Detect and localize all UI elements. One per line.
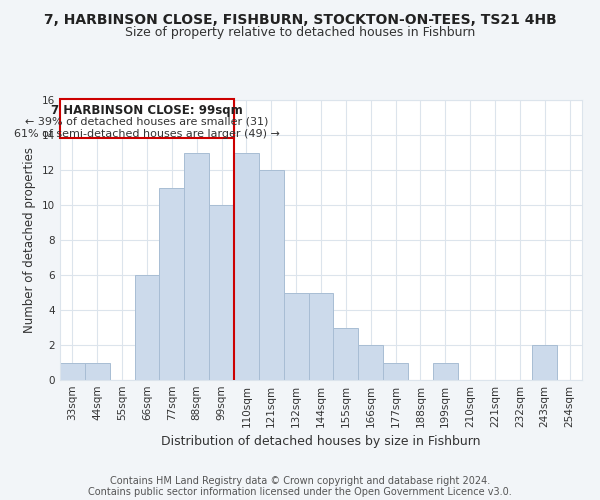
Bar [184,152,209,380]
Bar [60,362,85,380]
Bar [85,362,110,380]
X-axis label: Distribution of detached houses by size in Fishburn: Distribution of detached houses by size … [161,436,481,448]
Bar [134,275,160,380]
Text: 7, HARBINSON CLOSE, FISHBURN, STOCKTON-ON-TEES, TS21 4HB: 7, HARBINSON CLOSE, FISHBURN, STOCKTON-O… [44,12,556,26]
Bar [234,152,259,380]
Text: ← 39% of detached houses are smaller (31): ← 39% of detached houses are smaller (31… [25,116,269,126]
Bar [284,292,308,380]
Text: 61% of semi-detached houses are larger (49) →: 61% of semi-detached houses are larger (… [14,129,280,139]
Bar [160,188,184,380]
Text: Contains HM Land Registry data © Crown copyright and database right 2024.: Contains HM Land Registry data © Crown c… [110,476,490,486]
Bar [209,205,234,380]
Bar [308,292,334,380]
Bar [358,345,383,380]
Bar [334,328,358,380]
Y-axis label: Number of detached properties: Number of detached properties [23,147,37,333]
FancyBboxPatch shape [61,99,233,138]
Bar [433,362,458,380]
Text: Size of property relative to detached houses in Fishburn: Size of property relative to detached ho… [125,26,475,39]
Bar [532,345,557,380]
Text: Contains public sector information licensed under the Open Government Licence v3: Contains public sector information licen… [88,487,512,497]
Bar [383,362,408,380]
Text: 7 HARBINSON CLOSE: 99sqm: 7 HARBINSON CLOSE: 99sqm [51,104,243,118]
Bar [259,170,284,380]
